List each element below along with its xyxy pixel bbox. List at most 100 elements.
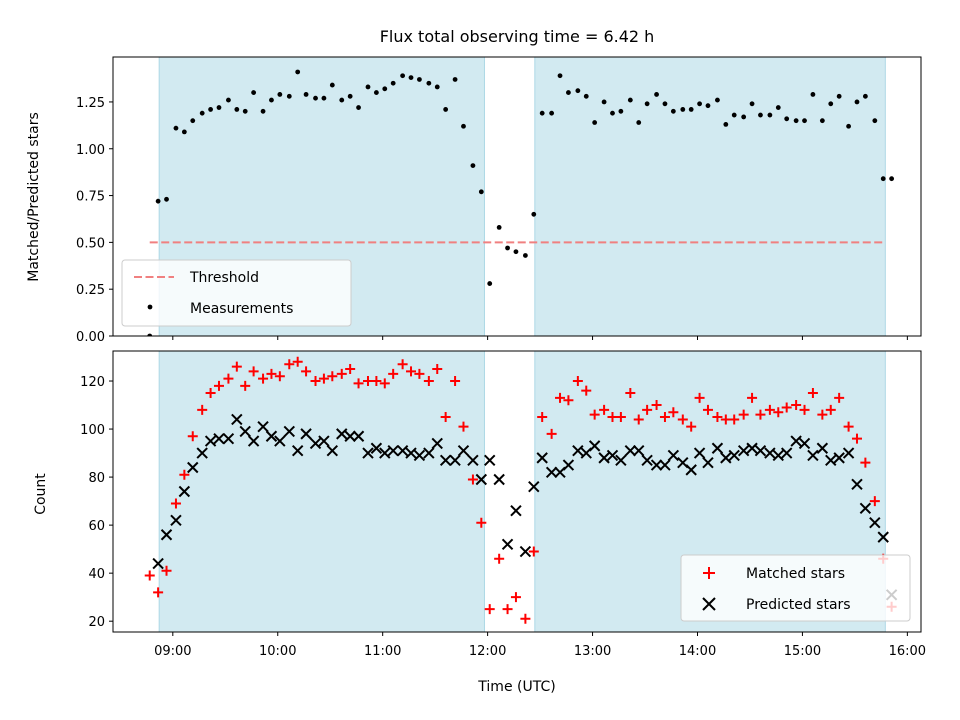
matched-point	[702, 404, 713, 415]
predicted-point	[484, 454, 496, 466]
predicted-point	[598, 452, 610, 464]
matched-point	[607, 412, 618, 423]
top-y-tick-label: 0.50	[76, 236, 105, 251]
measurement-point	[226, 97, 231, 103]
predicted-point	[257, 420, 269, 433]
measurement-point	[697, 101, 702, 107]
measurement-point	[199, 110, 205, 116]
predicted-point	[659, 459, 671, 471]
measurement-point	[164, 196, 169, 202]
predicted-point	[536, 452, 548, 464]
predicted-point	[869, 517, 881, 529]
matched-point	[205, 388, 216, 399]
predicted-point	[754, 444, 767, 457]
bottom-y-tick-label: 120	[80, 375, 105, 390]
measurement-point	[321, 95, 327, 101]
legend-matched-label: Matched stars	[746, 566, 845, 582]
matched-point	[747, 392, 758, 403]
measurement-point	[731, 112, 737, 118]
measurement-point	[592, 120, 598, 125]
matched-point	[686, 421, 697, 432]
predicted-point	[720, 452, 732, 464]
x-tick-label: 13:00	[574, 644, 611, 659]
matched-point	[834, 392, 845, 403]
predicted-point	[170, 514, 182, 527]
matched-point	[406, 366, 417, 377]
predicted-point	[615, 454, 627, 466]
measurement-point	[715, 97, 720, 103]
measurement-point	[234, 107, 240, 112]
matched-point	[851, 433, 862, 444]
predicted-point	[423, 447, 435, 459]
measurement-point	[277, 92, 283, 97]
matched-point	[755, 409, 766, 420]
matched-point	[179, 469, 190, 480]
matched-point	[502, 604, 513, 615]
legend-threshold-label: Threshold	[189, 270, 259, 286]
matched-point	[310, 376, 321, 387]
measurement-point	[147, 333, 153, 336]
matched-point	[807, 388, 818, 399]
matched-point	[781, 402, 792, 413]
measurement-point	[889, 176, 895, 182]
measurement-point	[356, 105, 361, 110]
measurement-point	[610, 110, 615, 116]
matched-point	[791, 400, 802, 411]
matched-point	[284, 359, 295, 370]
measurement-point	[408, 75, 414, 80]
measurement-point	[836, 93, 842, 99]
bottom-legend: Matched stars Predicted stars	[680, 554, 911, 622]
predicted-point	[764, 447, 776, 459]
measurement-point	[470, 163, 476, 169]
matched-point	[817, 409, 828, 420]
matched-point	[362, 376, 373, 387]
matched-point	[537, 412, 548, 423]
x-tick-label: 09:00	[154, 644, 191, 659]
measurement-point	[662, 101, 668, 107]
top-legend: Threshold Measurements	[121, 259, 352, 327]
top-measurements	[147, 69, 895, 336]
measurement-point	[303, 92, 309, 97]
predicted-point	[528, 480, 540, 493]
measurement-point	[688, 107, 694, 112]
matched-point	[318, 373, 329, 384]
bottom-predicted-points	[152, 413, 898, 601]
measurement-point	[434, 84, 440, 90]
measurement-point	[810, 92, 816, 97]
matched-point	[345, 364, 356, 375]
measurement-point	[680, 107, 686, 112]
measurement-point	[846, 123, 851, 129]
predicted-point	[790, 435, 802, 447]
measurement-point	[329, 82, 335, 88]
legend-measurements-label: Measurements	[190, 301, 293, 317]
predicted-point	[728, 449, 740, 462]
predicted-point	[370, 442, 383, 454]
measurement-point	[313, 95, 318, 101]
matched-point	[432, 364, 443, 375]
measurement-point	[644, 101, 650, 107]
top-x-ticks	[172, 336, 908, 340]
measurement-point	[627, 97, 633, 103]
measurement-point	[802, 118, 807, 124]
predicted-point	[772, 449, 784, 462]
measurement-point	[793, 118, 799, 124]
measurement-point	[452, 77, 458, 82]
matched-point	[248, 366, 259, 377]
top-y-ticks: 0.00 0.25 0.50 0.75 1.00 1.25	[76, 96, 113, 345]
predicted-point	[667, 449, 680, 462]
predicted-point	[807, 449, 819, 462]
matched-point	[546, 428, 557, 439]
predicted-point	[178, 485, 191, 498]
measurement-point	[173, 125, 179, 131]
measurement-point	[862, 93, 868, 99]
top-legend-box	[121, 259, 352, 327]
predicted-point	[387, 444, 399, 457]
predicted-point	[204, 435, 217, 447]
measurement-point	[208, 107, 213, 112]
top-y-tick-label: 1.25	[76, 96, 105, 111]
predicted-point	[247, 435, 260, 447]
predicted-point	[798, 437, 811, 450]
predicted-point	[413, 449, 426, 462]
predicted-point	[344, 430, 356, 442]
predicted-point	[291, 444, 304, 457]
